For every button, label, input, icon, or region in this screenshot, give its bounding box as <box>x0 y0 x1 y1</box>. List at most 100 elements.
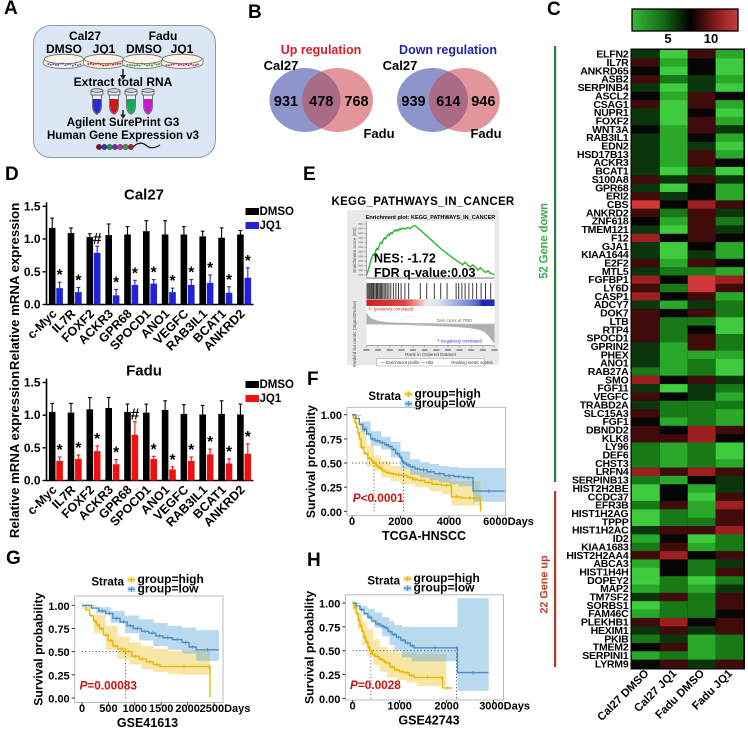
svg-text:TPPP: TPPP <box>602 516 629 528</box>
svg-text:P<0.0001: P<0.0001 <box>353 491 404 505</box>
svg-text:MAP2: MAP2 <box>600 583 629 595</box>
svg-text:Fadu: Fadu <box>126 363 162 380</box>
svg-text:*: * <box>113 274 120 291</box>
svg-text:2000: 2000 <box>388 516 412 528</box>
svg-text:1.00: 1.00 <box>48 601 69 613</box>
svg-text:Enrichment plot: KEGG_PATHWAYS: Enrichment plot: KEGG_PATHWAYS_IN_CANCER <box>366 215 495 221</box>
svg-text:VEGFC: VEGFC <box>593 391 629 403</box>
svg-text:10: 10 <box>704 31 718 46</box>
svg-text:DMSO: DMSO <box>260 206 295 218</box>
svg-text:0.5: 0.5 <box>24 441 41 455</box>
svg-text:0.50: 0.50 <box>321 459 342 471</box>
svg-text:SORBS1: SORBS1 <box>587 600 629 612</box>
svg-text:group=low: group=low <box>414 581 476 595</box>
svg-text:1.5: 1.5 <box>24 376 41 390</box>
svg-text:S100A8: S100A8 <box>592 174 629 186</box>
svg-text:SERPINB13: SERPINB13 <box>572 475 629 487</box>
svg-text:0.75: 0.75 <box>321 434 342 446</box>
svg-text:#: # <box>131 407 140 424</box>
svg-text:1000: 1000 <box>387 701 411 713</box>
svg-text:KEGG_PATHWAYS_IN_CANCER: KEGG_PATHWAYS_IN_CANCER <box>331 196 514 208</box>
svg-text:6000Days: 6000Days <box>483 516 534 528</box>
svg-text:DOPEY2: DOPEY2 <box>587 575 629 587</box>
svg-text:P=0.00083: P=0.00083 <box>80 679 138 693</box>
svg-text:LY6D: LY6D <box>603 283 629 295</box>
svg-text:2500Days: 2500Days <box>200 703 251 715</box>
svg-text:Cal27: Cal27 <box>124 186 164 203</box>
svg-text:#: # <box>93 231 102 248</box>
svg-text:RAB27A: RAB27A <box>588 366 629 378</box>
svg-text:*: * <box>132 265 139 282</box>
svg-text:E2F2: E2F2 <box>604 257 629 269</box>
svg-text:JQ1: JQ1 <box>260 393 282 405</box>
svg-text:KIAA1644: KIAA1644 <box>581 249 629 261</box>
svg-text:RTP4: RTP4 <box>602 324 628 336</box>
svg-text:1.00: 1.00 <box>321 410 342 422</box>
svg-text:HEXIM1: HEXIM1 <box>591 625 629 637</box>
svg-text:*: * <box>57 267 64 284</box>
svg-text:1.00: 1.00 <box>319 599 340 611</box>
svg-text:*: * <box>94 431 101 448</box>
svg-text:GSE41613: GSE41613 <box>117 716 178 730</box>
svg-text:CHST3: CHST3 <box>595 458 629 470</box>
svg-text:2000: 2000 <box>434 701 458 713</box>
svg-text:SERPINI1: SERPINI1 <box>582 650 629 662</box>
svg-text:0.5: 0.5 <box>24 265 41 279</box>
svg-text:*: * <box>169 452 176 469</box>
svg-text:HIST2H2BE: HIST2H2BE <box>573 483 629 495</box>
svg-text:P=0.0028: P=0.0028 <box>350 678 401 692</box>
svg-text:KLK8: KLK8 <box>602 433 629 445</box>
svg-text:SLC15A3: SLC15A3 <box>584 408 629 420</box>
svg-text:ASB2: ASB2 <box>601 74 629 86</box>
svg-text:FOXF2: FOXF2 <box>596 115 629 127</box>
svg-text:TRABD2A: TRABD2A <box>580 399 629 411</box>
svg-text:TMEM121: TMEM121 <box>581 224 628 236</box>
svg-text:RAB3IL1: RAB3IL1 <box>586 132 629 144</box>
svg-text:GSE42743: GSE42743 <box>398 714 459 728</box>
svg-text:0: 0 <box>349 516 355 528</box>
svg-text:SPOCD1: SPOCD1 <box>587 333 629 345</box>
svg-text:ADCY7: ADCY7 <box>594 299 629 311</box>
svg-text:group=low: group=low <box>138 582 200 596</box>
svg-text:52 Gene down: 52 Gene down <box>539 203 551 279</box>
svg-text:1500: 1500 <box>149 703 173 715</box>
svg-text:3000Days: 3000Days <box>479 701 530 713</box>
svg-text:0.0: 0.0 <box>24 298 41 312</box>
svg-text:*: * <box>75 440 82 457</box>
svg-text:0: 0 <box>350 701 356 713</box>
svg-text:0.00: 0.00 <box>321 507 342 519</box>
svg-text:FAM46C: FAM46C <box>588 608 629 620</box>
svg-text:PLEKHB1: PLEKHB1 <box>581 617 629 629</box>
svg-text:1.0: 1.0 <box>24 408 41 422</box>
svg-text:Strata: Strata <box>368 391 401 403</box>
svg-text:ANO1: ANO1 <box>600 358 629 370</box>
svg-text:*: * <box>151 441 158 458</box>
svg-text:ABCA3: ABCA3 <box>593 558 629 570</box>
svg-text:*: * <box>226 444 233 461</box>
svg-text:*: * <box>188 265 195 282</box>
svg-text:MTL5: MTL5 <box>602 266 629 278</box>
svg-text:FGF11: FGF11 <box>597 383 628 395</box>
svg-text:F12: F12 <box>611 232 629 244</box>
svg-text:Enrichment score (ES): Enrichment score (ES) <box>352 227 357 273</box>
svg-text:HSD17B13: HSD17B13 <box>577 149 629 161</box>
svg-text:Ranked list metric (Signal2Noi: Ranked list metric (Signal2Noise) <box>352 300 357 367</box>
svg-text:5: 5 <box>664 31 671 46</box>
svg-text:Survival probability: Survival probability <box>304 405 318 518</box>
svg-text:*: * <box>113 445 120 462</box>
svg-text:CASP1: CASP1 <box>594 291 628 303</box>
svg-text:*: * <box>188 442 195 459</box>
svg-text:2000: 2000 <box>175 703 199 715</box>
svg-text:*: * <box>151 265 158 282</box>
svg-text:0.0: 0.0 <box>24 474 41 488</box>
svg-text:SMO: SMO <box>605 374 628 386</box>
svg-text:Zero cross at 7050: Zero cross at 7050 <box>437 318 473 323</box>
svg-text:group=high: group=high <box>414 571 480 585</box>
svg-text:ANKRD65: ANKRD65 <box>580 65 629 77</box>
svg-text:ID2: ID2 <box>613 533 629 545</box>
svg-text:KIAA1683: KIAA1683 <box>581 541 629 553</box>
svg-text:group=low: group=low <box>415 396 477 410</box>
svg-text:0: 0 <box>79 703 85 715</box>
svg-text:*: * <box>169 273 176 290</box>
svg-text:HIST1H4H: HIST1H4H <box>579 566 628 578</box>
